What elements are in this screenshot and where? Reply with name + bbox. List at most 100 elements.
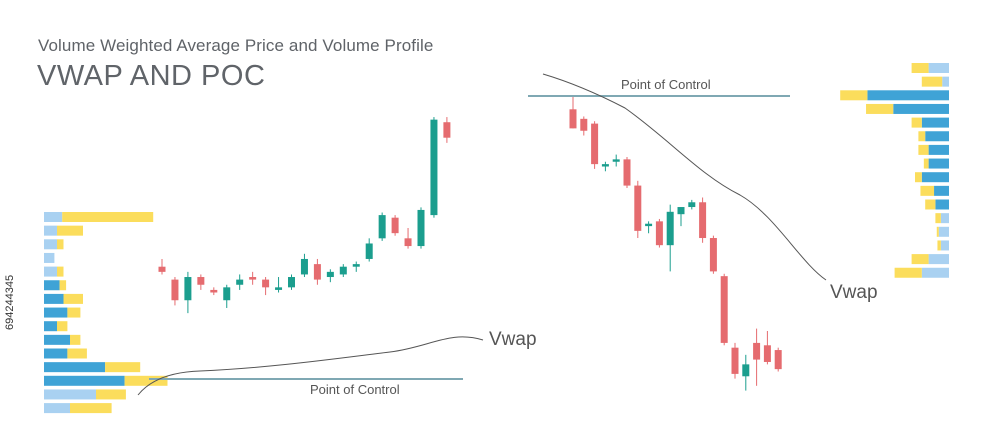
right-volume-bar-yellow xyxy=(920,185,935,196)
right-candle-body xyxy=(709,238,717,272)
left-candle-body xyxy=(365,243,373,259)
left-volume-bar-yellow xyxy=(96,389,126,400)
right-candles xyxy=(569,95,782,391)
right-candle-body xyxy=(742,364,750,377)
right-volume-bar-yellow xyxy=(935,213,941,224)
left-volume-bar xyxy=(44,362,106,373)
left-candle-body xyxy=(249,277,257,280)
right-volume-bar-yellow xyxy=(911,254,929,265)
left-candle-body xyxy=(430,119,438,216)
left-poc-label: Point of Control xyxy=(310,382,400,397)
right-volume-bar xyxy=(940,213,949,224)
right-candle-body xyxy=(612,159,620,162)
right-volume-bar-yellow xyxy=(918,131,926,142)
left-candle-body xyxy=(300,258,308,275)
right-candle-body xyxy=(677,207,685,215)
left-volume-bar xyxy=(44,225,57,236)
left-candle-body xyxy=(197,277,205,285)
left-candle-body xyxy=(223,287,231,301)
left-volume-bar-yellow xyxy=(124,375,168,386)
right-volume-bar xyxy=(928,144,949,155)
left-candle-body xyxy=(288,277,295,288)
left-candles xyxy=(158,117,451,314)
right-volume-bar xyxy=(940,240,949,251)
right-candle-body xyxy=(580,118,588,131)
left-candle-body xyxy=(378,215,386,239)
left-volume-bar xyxy=(44,348,68,359)
left-candle-body xyxy=(210,289,218,293)
right-volume-bar-yellow xyxy=(911,63,929,73)
left-candle-body xyxy=(275,287,283,290)
right-volume-bar xyxy=(928,254,949,265)
left-vwap-label: Vwap xyxy=(489,329,537,350)
right-candle-body xyxy=(666,211,674,246)
right-volume-bar xyxy=(921,267,949,278)
right-candle-body xyxy=(688,202,696,208)
left-volume-bar-yellow xyxy=(67,307,81,318)
right-volume-bar xyxy=(934,185,949,196)
left-volume-bar-yellow xyxy=(70,334,81,345)
left-volume-bar-yellow xyxy=(59,280,67,291)
left-volume-bar-yellow xyxy=(70,403,112,414)
left-volume-bar-yellow xyxy=(57,321,68,332)
left-volume-bar-yellow xyxy=(63,293,83,304)
right-volume-bar xyxy=(928,158,949,169)
left-volume-bar xyxy=(44,403,70,414)
left-volume-bar xyxy=(44,239,57,250)
left-volume-bar xyxy=(44,252,55,263)
right-volume-bar xyxy=(921,172,949,183)
left-volume-bar-yellow xyxy=(105,362,141,373)
overlays: Point of Control Vwap Point of Control V… xyxy=(137,73,878,397)
left-candle-body xyxy=(417,209,425,247)
right-candle-body xyxy=(634,185,642,231)
right-volume-bar-yellow xyxy=(936,226,939,237)
right-candle-body xyxy=(731,347,739,374)
left-volume-bar-yellow xyxy=(67,348,87,359)
left-volume-bar xyxy=(44,334,70,345)
right-candle-body xyxy=(623,159,631,186)
left-volume-bar-yellow xyxy=(57,239,64,250)
left-candle-body xyxy=(339,266,347,275)
right-volume-bar xyxy=(928,63,949,73)
left-candle-body xyxy=(313,264,321,280)
right-candle-body xyxy=(645,223,653,227)
left-volume-bar xyxy=(44,280,60,291)
right-volume-bar-yellow xyxy=(915,172,922,183)
left-volume-bar-yellow xyxy=(62,212,154,222)
right-candle-body xyxy=(569,109,577,129)
right-volume-bar-yellow xyxy=(866,103,894,114)
right-volume-bar xyxy=(938,226,949,237)
right-volume-bar xyxy=(925,131,949,142)
right-candle-body xyxy=(699,202,707,239)
left-candle-body xyxy=(158,266,166,272)
left-candle-body xyxy=(404,238,412,247)
chart-subtitle: Volume Weighted Average Price and Volume… xyxy=(38,36,434,55)
right-candle-body xyxy=(753,342,761,360)
right-volume-bar-yellow xyxy=(923,158,929,169)
right-volume-bar xyxy=(893,103,949,114)
right-volume-bar-yellow xyxy=(937,240,941,251)
left-candle-body xyxy=(391,217,399,234)
left-vwap-line xyxy=(137,336,484,396)
left-volume-bar xyxy=(44,321,57,332)
right-volume-profile xyxy=(840,63,949,278)
right-volume-bar xyxy=(921,117,949,128)
left-candle-body xyxy=(236,279,244,285)
chart-title: VWAP AND POC xyxy=(37,60,266,92)
right-vwap-line xyxy=(542,73,827,281)
left-candle-body xyxy=(262,279,270,288)
left-volume-bar xyxy=(44,266,57,277)
right-poc-label: Point of Control xyxy=(621,77,711,92)
right-volume-bar xyxy=(942,76,949,87)
left-volume-bar xyxy=(44,307,68,318)
left-volume-bar xyxy=(44,389,96,400)
right-volume-bar-yellow xyxy=(840,90,868,101)
left-volume-bar-yellow xyxy=(57,225,83,236)
right-volume-bar-yellow xyxy=(921,76,943,87)
right-candle-body xyxy=(591,123,599,165)
left-candle-body xyxy=(171,279,179,301)
left-volume-bar-yellow xyxy=(57,266,64,277)
right-candle-body xyxy=(774,350,782,370)
